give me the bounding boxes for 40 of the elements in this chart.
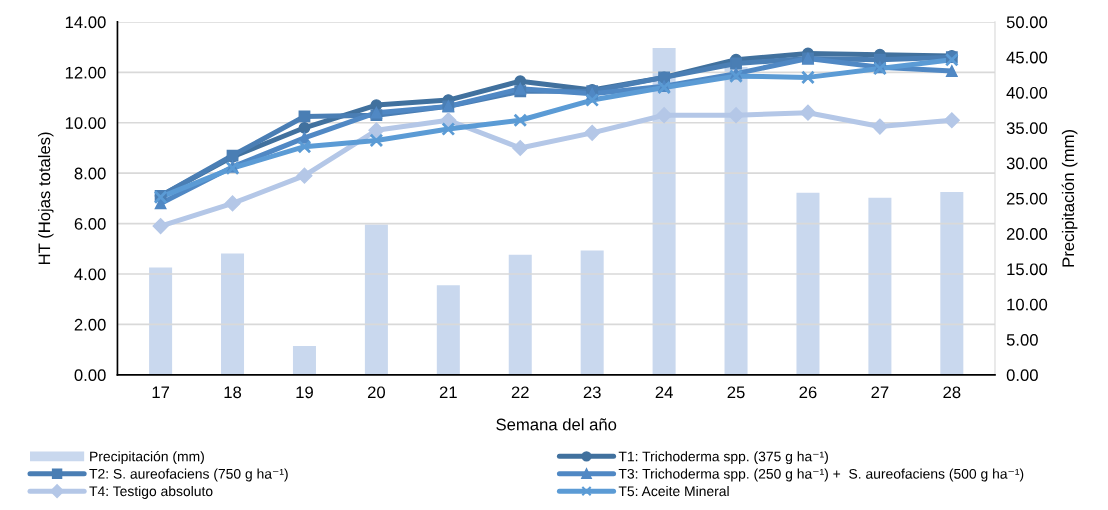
legend-label: T3: Trichoderma spp. (250 g ha⁻¹) + S. aureofaciens (500 g ha⁻¹) [618,468,1024,482]
y-tick-label: 14.00 [65,16,106,29]
y2-tick-label: 15.00 [1007,263,1048,276]
y-tick-label: 4.00 [74,268,106,281]
y2-tick-label: 35.00 [1006,122,1048,135]
y-tick-label: 6.00 [74,218,106,230]
legend-label: T5: Aceite Mineral [618,485,729,497]
x-tick-label: 19 [296,386,313,399]
x-tick-label: 24 [655,386,673,399]
y2-tick-label: 10.00 [1007,298,1048,311]
y-tick-label: 10.00 [65,117,106,129]
y2-tick-label: 30.00 [1006,157,1048,170]
y2-tick-label: 20.00 [1006,228,1048,240]
y2-tick-label: 5.00 [1006,333,1038,346]
y-tick-label: 12.00 [65,66,106,79]
y2-axis-title: Precipitación (mm) [1061,129,1078,267]
x-tick-label: 21 [439,386,457,399]
y2-tick-label: 45.00 [1006,51,1048,64]
x-tick-label: 23 [583,386,601,399]
y-tick-label: 8.00 [74,167,106,180]
y-tick-label: 0.00 [74,369,106,382]
y2-tick-label: 0.00 [1006,369,1038,382]
x-tick-label: 27 [871,386,889,399]
x-tick-label: 17 [152,386,170,399]
legend-label: T1: Trichoderma spp. (375 g ha⁻¹) [618,451,828,465]
y2-tick-label: 50.00 [1006,16,1048,29]
y-axis-title: HT (Hojas totales) [37,132,54,265]
x-tick-label: 28 [943,386,961,399]
x-tick-label: 18 [224,386,242,399]
legend-label: T4: Testigo absoluto [89,485,213,499]
x-tick-label: 20 [367,386,386,399]
y-tick-label: 2.00 [74,318,106,331]
y2-tick-label: 25.00 [1006,192,1048,205]
x-axis-title: Semana del año [496,418,617,431]
x-tick-label: 25 [727,386,745,399]
legend-label: T2: S. aureofaciens (750 g ha⁻¹) [89,468,288,482]
y2-tick-label: 40.00 [1006,86,1048,99]
x-tick-label: 26 [799,386,817,399]
x-tick-label: 22 [511,386,529,399]
legend-label: Precipitación (mm) [90,451,204,465]
